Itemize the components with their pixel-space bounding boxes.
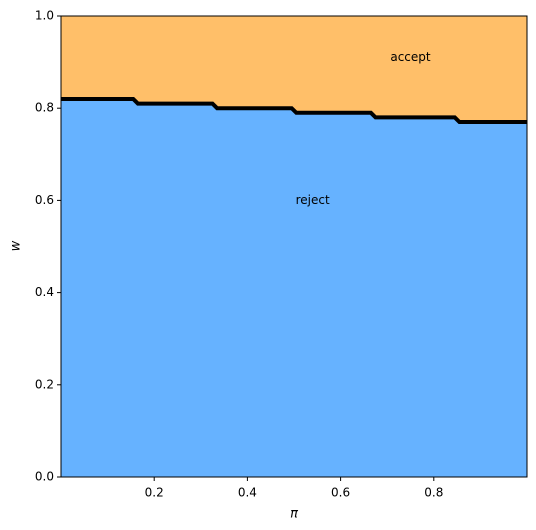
boundary	[61, 96, 527, 125]
plot-frame	[60, 15, 528, 478]
x-tick-label: 0.2	[145, 486, 164, 500]
region-label: reject	[296, 193, 330, 207]
y-tick-label: 0.8	[35, 101, 54, 115]
x-tick-label: 0.6	[331, 486, 350, 500]
region	[61, 98, 527, 477]
y-tick-label: 1.0	[35, 9, 54, 23]
y-tick-label: 0.6	[35, 193, 54, 207]
x-axis-label: π	[290, 507, 298, 522]
x-tick-label: 0.4	[238, 486, 257, 500]
region	[61, 16, 527, 123]
y-tick-label: 0.2	[35, 377, 54, 391]
y-tick-label: 0.4	[35, 285, 54, 299]
y-tick-label: 0.0	[35, 470, 54, 484]
x-tick-label: 0.8	[424, 486, 443, 500]
y-axis-label: w	[9, 240, 24, 251]
region-label: accept	[390, 50, 431, 64]
